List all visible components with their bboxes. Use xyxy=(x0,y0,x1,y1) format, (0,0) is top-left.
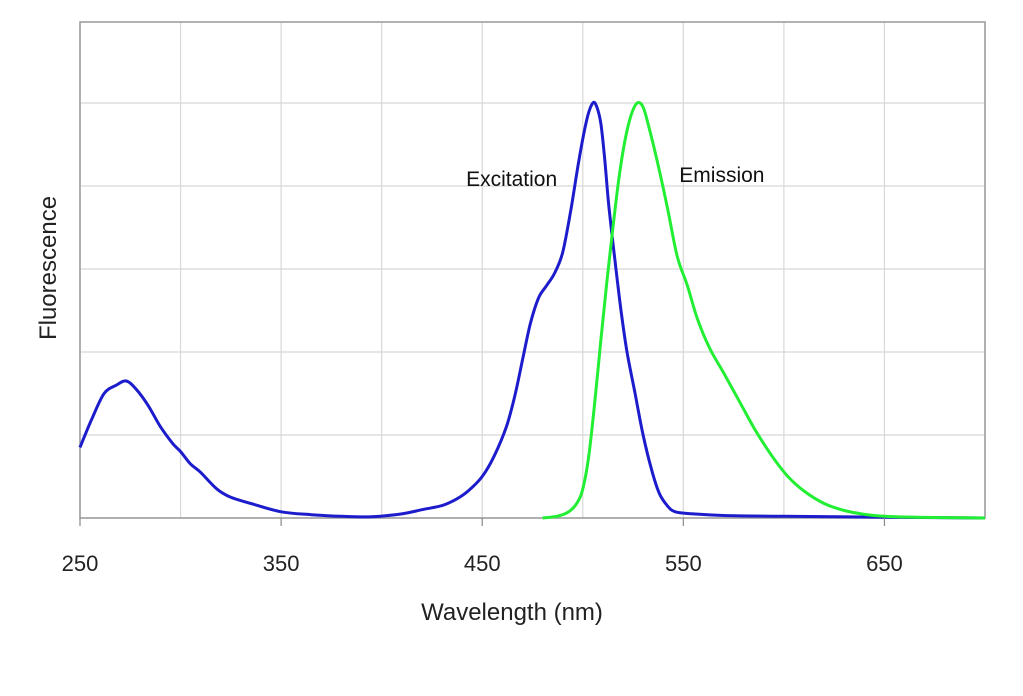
annotation-excitation: Excitation xyxy=(466,168,557,191)
series-line-emission xyxy=(542,100,986,520)
x-tick-label: 350 xyxy=(263,551,300,576)
annotations: Excitation Emission xyxy=(466,164,764,191)
x-tick-label: 250 xyxy=(62,551,99,576)
x-axis-title: Wavelength (nm) xyxy=(421,599,603,626)
annotation-emission: Emission xyxy=(679,164,764,187)
x-axis-ticks: 250 350 450 550 650 xyxy=(62,518,903,576)
plot-area-frame xyxy=(79,21,986,519)
x-tick-label: 450 xyxy=(464,551,501,576)
y-axis-title: Fluorescence xyxy=(35,196,62,340)
series-layer xyxy=(78,100,986,520)
grid xyxy=(79,22,986,519)
x-tick-label: 650 xyxy=(866,551,903,576)
series-line-excitation xyxy=(78,100,986,520)
x-tick-label: 550 xyxy=(665,551,702,576)
